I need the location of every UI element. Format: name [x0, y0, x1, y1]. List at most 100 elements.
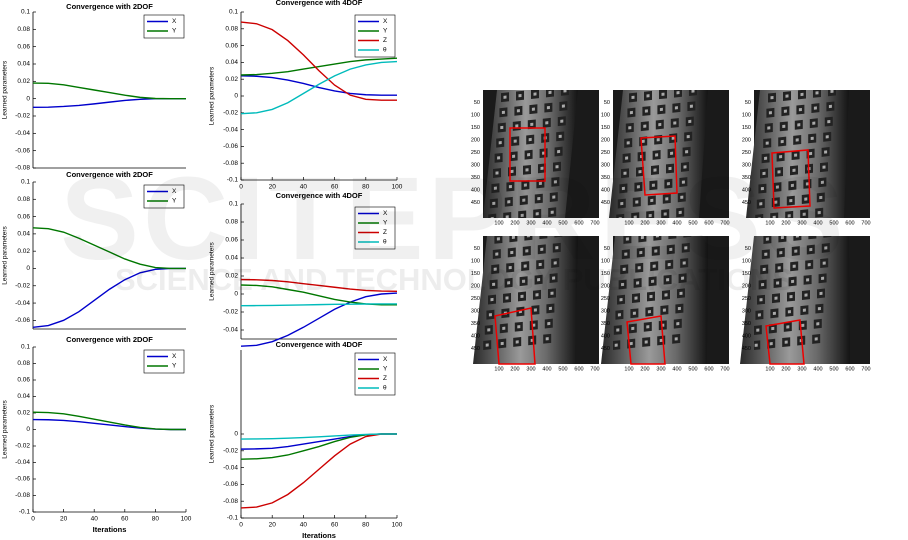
- marker-inner: [532, 323, 536, 327]
- marker-inner: [821, 276, 825, 280]
- y-tick-label: 0.06: [17, 43, 30, 50]
- marker-inner: [768, 111, 772, 115]
- chart-title: Convergence with 2DOF: [66, 2, 153, 11]
- marker-inner: [756, 328, 760, 332]
- marker-inner: [552, 276, 556, 280]
- marker-inner: [783, 109, 787, 113]
- marker-inner: [779, 251, 783, 255]
- x-tick-label: 20: [60, 516, 68, 523]
- marker-inner: [807, 263, 811, 267]
- marker-inner: [684, 246, 688, 250]
- marker-inner: [505, 215, 509, 218]
- marker-inner: [665, 197, 669, 201]
- marker-inner: [557, 149, 561, 154]
- marker-inner: [780, 236, 784, 240]
- image-x-tick-label: 400: [672, 366, 681, 372]
- image-y-tick-label: 300: [601, 308, 610, 314]
- y-axis-label: Learned parameters: [2, 399, 9, 458]
- y-tick-label: -0.02: [15, 282, 30, 289]
- image-y-tick-label: 50: [474, 100, 480, 106]
- marker-inner: [659, 338, 663, 343]
- legend-label: Y: [172, 28, 177, 35]
- marker-grid: [754, 236, 832, 351]
- image-y-tick-label: 300: [601, 162, 610, 168]
- series-line: [240, 433, 397, 509]
- marker-inner: [798, 107, 802, 112]
- marker-inner: [493, 267, 497, 271]
- image-x-tick-label: 200: [510, 220, 519, 226]
- marker-inner: [516, 109, 520, 113]
- marker-inner: [765, 141, 769, 145]
- image-x-tick-label: 500: [558, 366, 567, 372]
- image-y-tick-label: 250: [471, 296, 480, 302]
- marker-inner: [816, 322, 820, 326]
- marker-inner: [545, 337, 549, 341]
- chart-title: Convergence with 4DOF: [276, 191, 363, 200]
- watermark-title: SCITEPRESS: [60, 153, 848, 285]
- x-tick-label: 20: [269, 184, 277, 191]
- marker-inner: [522, 279, 526, 283]
- marker-inner: [674, 106, 678, 110]
- image-y-tick-label: 450: [742, 200, 751, 206]
- image-x-tick-label: 300: [526, 366, 535, 372]
- marker-inner: [685, 150, 689, 154]
- marker-inner: [689, 104, 693, 108]
- y-axis-label: Learned parameters: [209, 404, 216, 463]
- marker-inner: [616, 328, 620, 332]
- marker-inner: [812, 121, 816, 125]
- marker-inner: [545, 121, 549, 125]
- marker-inner: [806, 278, 810, 282]
- marker-inner: [819, 291, 823, 296]
- image-x-tick-label: 600: [845, 220, 854, 226]
- image-y-tick-label: 150: [601, 125, 610, 131]
- marker-inner: [817, 306, 821, 311]
- marker-inner: [515, 340, 519, 344]
- marker-inner: [662, 308, 666, 312]
- marker-inner: [810, 136, 814, 141]
- marker-inner: [674, 337, 678, 341]
- marker-inner: [495, 252, 499, 256]
- marker-inner: [537, 196, 541, 201]
- marker-inner: [800, 92, 804, 97]
- image-y-tick-label: 350: [742, 321, 751, 327]
- marker-inner: [513, 139, 517, 143]
- marker-inner: [563, 90, 567, 93]
- marker-inner: [538, 262, 542, 267]
- image-x-tick-label: 200: [781, 366, 790, 372]
- y-tick-label: 0.06: [225, 237, 238, 244]
- marker-inner: [681, 180, 685, 184]
- marker-inner: [659, 107, 663, 112]
- y-tick-label: -0.02: [223, 110, 238, 117]
- marker-inner: [493, 186, 497, 190]
- marker-inner: [682, 261, 686, 265]
- marker-inner: [510, 169, 514, 174]
- marker-inner: [505, 296, 509, 300]
- y-tick-label: -0.06: [15, 147, 30, 154]
- marker-inner: [679, 291, 683, 296]
- image-y-tick-label: 400: [742, 333, 751, 339]
- series-line: [240, 433, 397, 440]
- image-x-tick-label: 500: [829, 220, 838, 226]
- x-tick-label: 20: [269, 522, 277, 529]
- marker-inner: [515, 124, 519, 128]
- image-x-tick-label: 300: [656, 220, 665, 226]
- marker-inner: [512, 154, 516, 158]
- marker-inner: [782, 124, 786, 129]
- y-tick-label: -0.06: [223, 481, 238, 488]
- marker: [668, 236, 677, 240]
- marker-inner: [771, 326, 775, 331]
- x-tick-label: 80: [362, 184, 370, 191]
- y-tick-label: 0.04: [17, 61, 30, 68]
- marker-inner: [822, 165, 826, 169]
- image-x-tick-label: 100: [494, 366, 503, 372]
- legend-label: X: [172, 353, 177, 360]
- marker-inner: [668, 166, 672, 171]
- image-y-tick-label: 100: [601, 112, 610, 118]
- y-tick-label: 0: [234, 291, 238, 298]
- image-y-tick-label: 250: [471, 150, 480, 156]
- target-box: [640, 135, 678, 196]
- image-y-tick-label: 250: [601, 296, 610, 302]
- x-tick-label: 0: [31, 516, 35, 523]
- marker-inner: [686, 134, 690, 139]
- target-box: [494, 307, 536, 365]
